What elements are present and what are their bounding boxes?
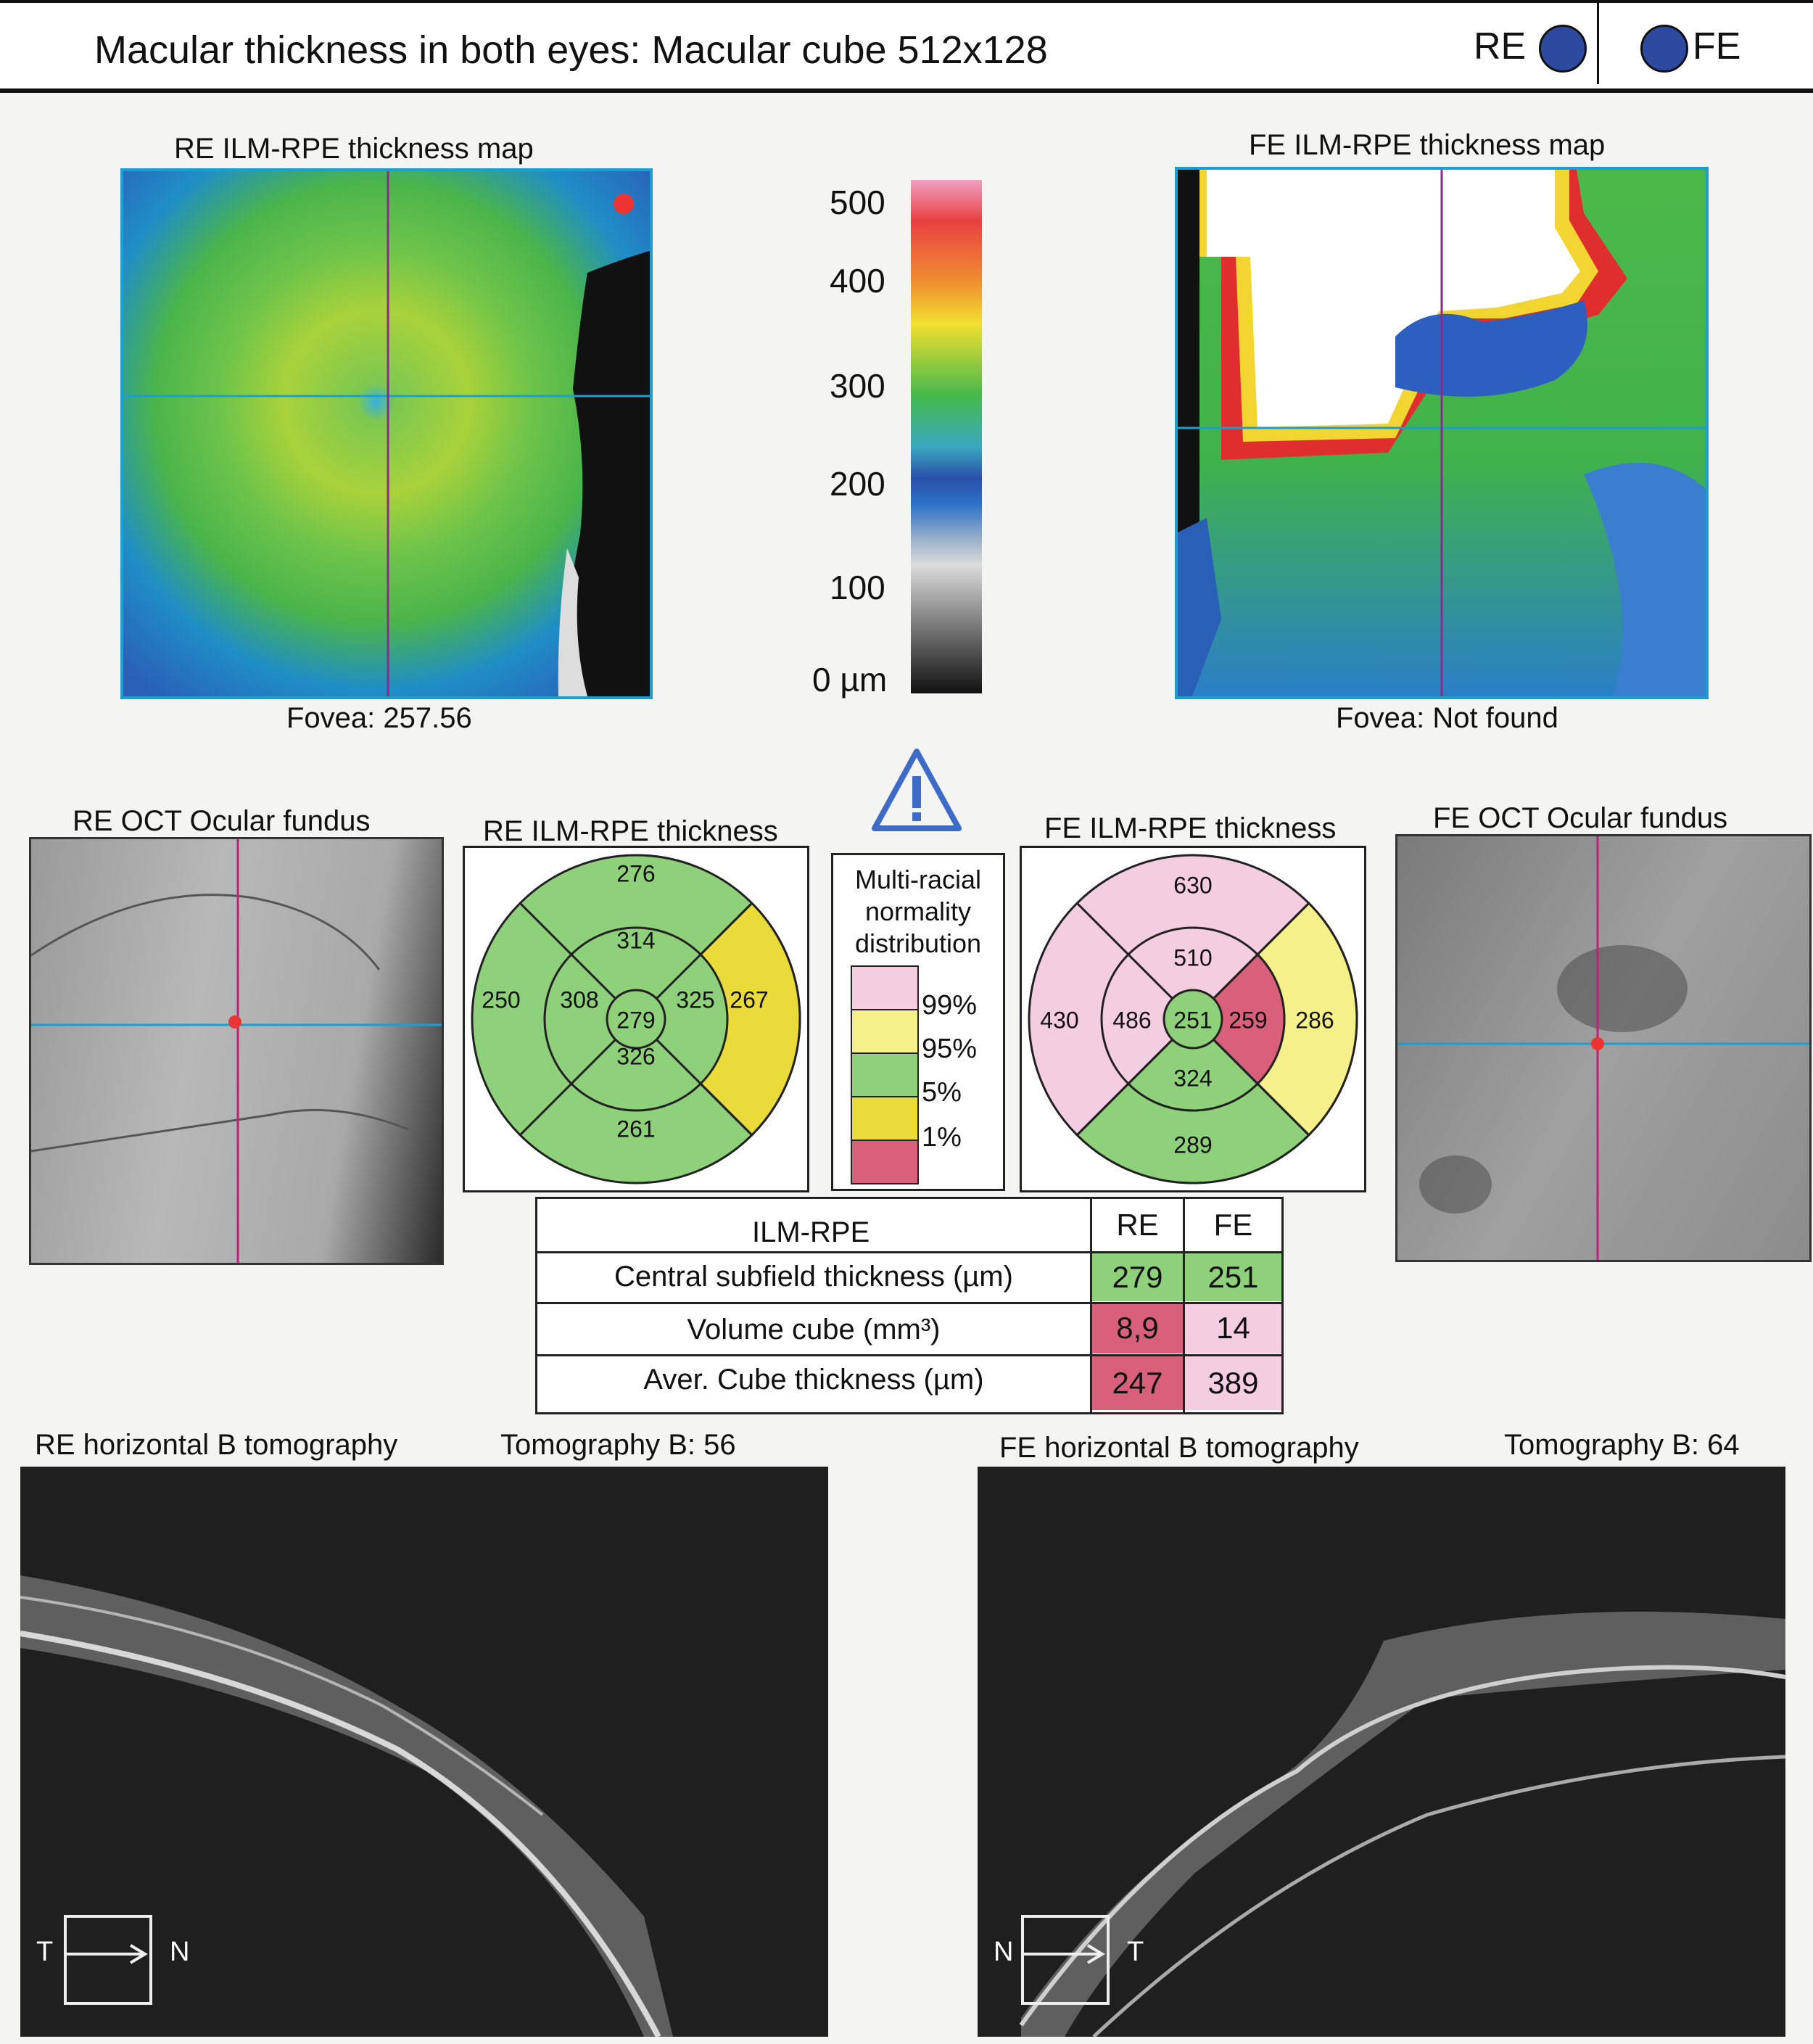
- right-eye-dot-icon: [1539, 25, 1587, 73]
- table-col-fe: FE: [1213, 1208, 1253, 1242]
- fe-grid-outer-nasal: 286: [1295, 1007, 1334, 1033]
- legend-level-99: 99%: [922, 990, 978, 1021]
- summary-table: ILM-RPE RE FE Central subfield thickness…: [535, 1197, 1284, 1414]
- fe-map-title: FE ILM-RPE thickness map: [1249, 129, 1606, 161]
- re-tomo-right-marker: N: [170, 1937, 190, 1967]
- table-col-re: RE: [1116, 1208, 1159, 1242]
- fe-grid-center: 251: [1173, 1007, 1212, 1033]
- arrow-right-icon: [129, 1944, 148, 1964]
- legend-level-5: 5%: [922, 1077, 962, 1108]
- fe-grid-inner-superior: 510: [1173, 944, 1212, 971]
- re-thickness-map: [120, 168, 653, 699]
- fe-etdrs-grid: 251 510 324 486 259 630 289 430 286: [1020, 846, 1366, 1192]
- fe-fundus-image: [1395, 834, 1812, 1262]
- table-cell-re: 8,9: [1092, 1304, 1183, 1353]
- re-grid-outer-inferior: 261: [616, 1116, 655, 1142]
- eye-divider: [1597, 3, 1599, 84]
- re-tomo-title: RE horizontal B tomography: [35, 1429, 398, 1461]
- fe-fovea-label: Fovea: Not found: [1336, 702, 1558, 734]
- left-eye-dot-icon: [1640, 25, 1688, 73]
- re-grid-outer-temporal: 250: [482, 986, 520, 1013]
- report-title: Macular thickness in both eyes: Macular …: [94, 28, 1048, 72]
- legend-swatch-red: [851, 1140, 919, 1184]
- scale-tick-400: 400: [830, 262, 885, 300]
- re-tomo-left-marker: T: [36, 1937, 54, 1967]
- legend-swatch-lightyellow: [851, 1009, 919, 1054]
- report-header: Macular thickness in both eyes: Macular …: [0, 0, 1813, 93]
- fe-grid-inner-nasal: 259: [1228, 1007, 1267, 1033]
- fe-bscan-image: N T: [978, 1467, 1785, 2037]
- fe-tomo-b-label: Tomography B: 64: [1504, 1429, 1740, 1461]
- re-grid-inner-nasal: 325: [676, 986, 714, 1013]
- table-cell-re: 247: [1092, 1356, 1183, 1410]
- re-bscan-image: T N: [20, 1467, 828, 2037]
- legend-swatch-yellow: [851, 1096, 919, 1141]
- re-etdrs-grid: 279 314 326 308 325 276 261 250 267: [463, 846, 809, 1192]
- table-row-label: Central subfield thickness (µm): [614, 1261, 1013, 1293]
- fe-fundus-title: FE OCT Ocular fundus: [1433, 802, 1728, 834]
- fe-grid-inner-inferior: 324: [1173, 1065, 1212, 1091]
- table-cell-re: 279: [1092, 1253, 1183, 1301]
- left-eye-label: FE: [1693, 25, 1741, 67]
- warning-icon: [870, 747, 963, 834]
- re-grid-outer-superior: 276: [616, 860, 655, 886]
- fe-tomo-right-marker: T: [1127, 1937, 1144, 1967]
- re-fundus-title: RE OCT Ocular fundus: [73, 805, 371, 837]
- table-cell-fe: 389: [1185, 1356, 1281, 1410]
- legend-swatch-pink: [851, 965, 919, 1010]
- table-cell-fe: 14: [1185, 1304, 1281, 1353]
- re-grid-inner-inferior: 326: [616, 1043, 655, 1069]
- table-header-label: ILM-RPE: [752, 1216, 870, 1248]
- table-cell-fe: 251: [1185, 1253, 1281, 1301]
- fe-grid-outer-superior: 630: [1173, 872, 1212, 898]
- legend-level-95: 95%: [922, 1034, 978, 1064]
- scale-tick-100: 100: [830, 569, 885, 606]
- re-map-title: RE ILM-RPE thickness map: [174, 133, 534, 165]
- re-fovea-label: Fovea: 257.56: [286, 702, 472, 734]
- re-fundus-image: [29, 837, 444, 1265]
- table-row-label: Volume cube (mm³): [687, 1314, 941, 1346]
- scale-tick-300: 300: [830, 367, 885, 405]
- fe-grid-outer-temporal: 430: [1040, 1007, 1078, 1033]
- scale-tick-0: 0 µm: [812, 661, 888, 698]
- fe-grid-inner-temporal: 486: [1112, 1007, 1151, 1033]
- table-header-row: ILM-RPE: [537, 1199, 1090, 1253]
- legend-swatch-green: [851, 1052, 919, 1097]
- re-grid-title: RE ILM-RPE thickness: [483, 815, 778, 847]
- re-grid-inner-superior: 314: [616, 927, 655, 953]
- fe-tomo-title: FE horizontal B tomography: [999, 1432, 1359, 1464]
- color-scale-bar: [911, 180, 982, 693]
- re-tomo-b-label: Tomography B: 56: [500, 1429, 736, 1461]
- right-eye-label: RE: [1474, 25, 1527, 67]
- re-grid-inner-temporal: 308: [560, 986, 598, 1013]
- fe-tomo-left-marker: N: [994, 1937, 1014, 1967]
- fe-grid-outer-inferior: 289: [1173, 1132, 1212, 1158]
- re-grid-center: 279: [616, 1007, 655, 1033]
- re-grid-outer-nasal: 267: [730, 986, 768, 1013]
- normality-legend: Multi-racial normality distribution 99% …: [831, 853, 1005, 1191]
- legend-level-1: 1%: [922, 1122, 962, 1153]
- fe-grid-title: FE ILM-RPE thickness: [1044, 812, 1337, 844]
- table-row-label: Aver. Cube thickness (µm): [643, 1364, 984, 1396]
- scale-tick-500: 500: [830, 184, 885, 221]
- scale-tick-200: 200: [830, 465, 885, 503]
- fe-thickness-map: [1175, 167, 1709, 699]
- normality-legend-title: Multi-racial normality distribution: [854, 865, 982, 958]
